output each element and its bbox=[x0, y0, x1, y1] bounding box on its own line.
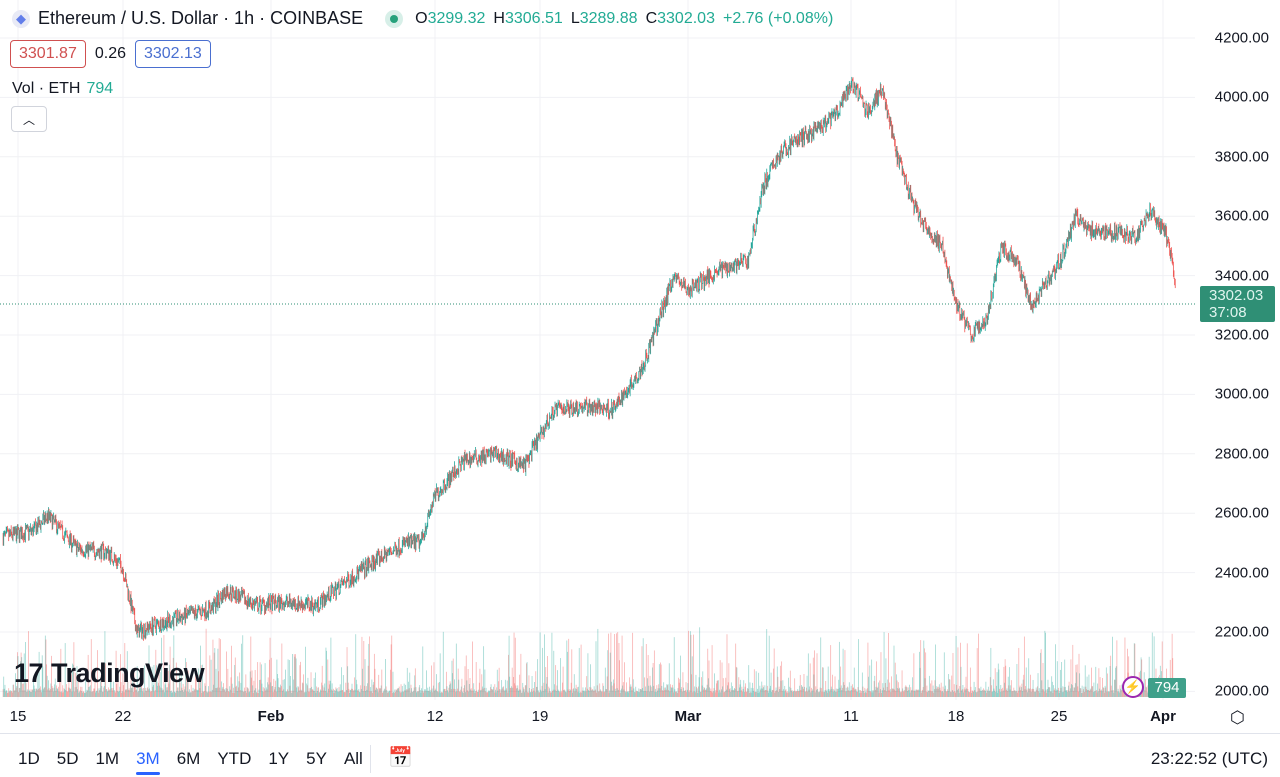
date-tick: 18 bbox=[947, 708, 965, 725]
tv-logo-icon: 17 bbox=[14, 658, 44, 688]
divider bbox=[0, 733, 1280, 734]
date-tick: 22 bbox=[114, 708, 132, 725]
go-to-date-icon[interactable]: 📅 bbox=[388, 747, 413, 769]
range-3m[interactable]: 3M bbox=[136, 749, 160, 775]
price-tick: 4200.00 bbox=[1214, 29, 1269, 47]
volume-tag: 794 bbox=[1148, 678, 1186, 698]
date-tick: 11 bbox=[843, 708, 859, 725]
bar-countdown: 37:08 bbox=[1209, 304, 1247, 321]
volume-value: 794 bbox=[86, 80, 114, 97]
price-tick: 2000.00 bbox=[1214, 682, 1269, 700]
clock[interactable]: 23:22:52 (UTC) bbox=[1150, 749, 1268, 768]
range-1d[interactable]: 1D bbox=[18, 749, 40, 768]
date-tick: 15 bbox=[9, 708, 27, 725]
date-tick: Apr bbox=[1150, 708, 1176, 725]
sell-button[interactable]: 3301.87 bbox=[10, 40, 86, 68]
date-tick: 25 bbox=[1050, 708, 1068, 725]
price-tick: 2800.00 bbox=[1214, 445, 1269, 463]
tradingview-logo[interactable]: 17 TradingView bbox=[14, 658, 205, 688]
range-5d[interactable]: 5D bbox=[56, 749, 79, 768]
grid bbox=[0, 0, 1195, 700]
date-tick: Mar bbox=[674, 708, 702, 725]
settings-icon[interactable]: ⬡ bbox=[1230, 708, 1245, 727]
collapse-legend-button[interactable]: ︿ bbox=[11, 106, 47, 132]
ethereum-icon: ◆ bbox=[12, 9, 30, 28]
spread: 0.26 bbox=[94, 45, 126, 62]
high-label: H bbox=[493, 9, 505, 27]
range-selector: 1D 5D 1M 3M 6M YTD 1Y 5Y All bbox=[18, 749, 380, 775]
date-tick: 19 bbox=[531, 708, 549, 725]
range-all[interactable]: All bbox=[343, 749, 363, 768]
volume-bars bbox=[2, 627, 1176, 697]
close-value: 3302.03 bbox=[657, 9, 715, 27]
change-value: +2.76 (+0.08%) bbox=[722, 9, 834, 27]
symbol-title: Ethereum / U.S. Dollar · 1h · COINBASE bbox=[38, 8, 364, 28]
range-ytd[interactable]: YTD bbox=[217, 749, 252, 768]
last-price-tag: 3302.03 37:08 bbox=[1200, 286, 1275, 322]
close-label: C bbox=[645, 9, 658, 27]
divider bbox=[370, 745, 371, 773]
candles bbox=[2, 76, 1176, 641]
chevron-up-icon: ︿ bbox=[22, 113, 35, 127]
symbol-legend[interactable]: ◆ Ethereum / U.S. Dollar · 1h · COINBASE… bbox=[12, 8, 841, 29]
price-tick: 3400.00 bbox=[1214, 267, 1269, 285]
price-tick: 3000.00 bbox=[1214, 385, 1269, 403]
price-tick: 2200.00 bbox=[1214, 623, 1269, 641]
price-tick: 3200.00 bbox=[1214, 326, 1269, 344]
lightning-icon[interactable]: ⚡ bbox=[1122, 676, 1144, 698]
volume-label: Vol · ETH bbox=[12, 80, 81, 97]
buy-button[interactable]: 3302.13 bbox=[134, 40, 211, 68]
range-5y[interactable]: 5Y bbox=[306, 749, 327, 768]
open-value: 3299.32 bbox=[427, 9, 486, 27]
low-value: 3289.88 bbox=[579, 9, 638, 27]
price-tick: 2400.00 bbox=[1214, 564, 1269, 582]
price-chart[interactable] bbox=[0, 0, 1280, 733]
price-tick: 3800.00 bbox=[1214, 148, 1269, 166]
volume-legend: Vol · ETH 794 bbox=[12, 80, 113, 98]
open-label: O bbox=[415, 9, 428, 27]
price-tick: 3600.00 bbox=[1214, 207, 1269, 225]
last-price: 3302.03 bbox=[1209, 287, 1264, 304]
range-1y[interactable]: 1Y bbox=[268, 749, 290, 768]
date-tick: Feb bbox=[257, 708, 285, 725]
low-label: L bbox=[570, 9, 580, 27]
market-open-icon bbox=[385, 9, 404, 28]
date-tick: 12 bbox=[426, 708, 444, 725]
range-6m[interactable]: 6M bbox=[176, 749, 201, 768]
price-tick: 4000.00 bbox=[1214, 88, 1269, 106]
range-1m[interactable]: 1M bbox=[95, 749, 120, 768]
price-tick: 2600.00 bbox=[1214, 504, 1269, 522]
high-value: 3306.51 bbox=[504, 9, 563, 27]
